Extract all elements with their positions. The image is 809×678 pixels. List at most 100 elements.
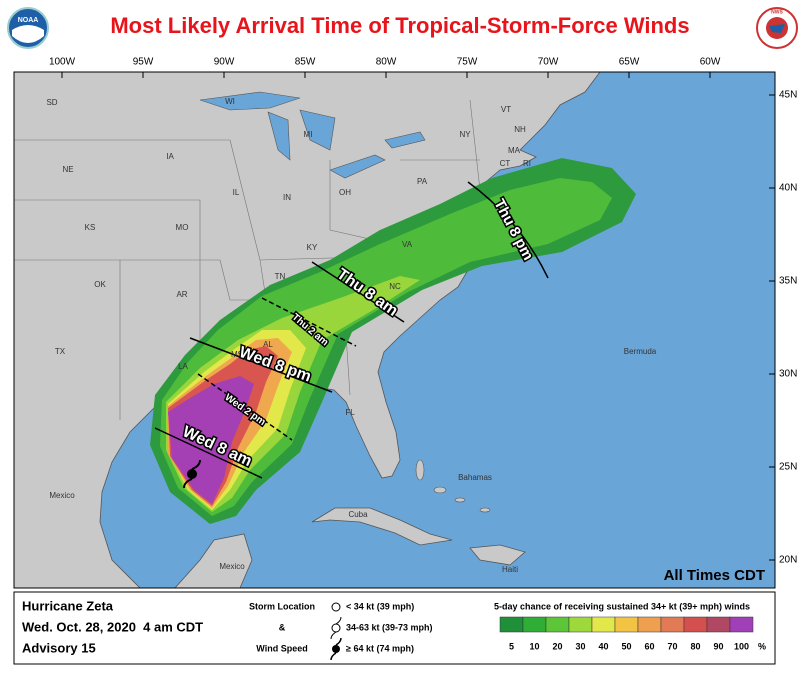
place-label: AL [263, 340, 273, 349]
color-swatch [706, 616, 731, 633]
latitude-label: 20N [779, 555, 797, 566]
place-label: KY [307, 243, 318, 252]
storm-name: Hurricane Zeta [22, 598, 114, 613]
latitude-label: 45N [779, 90, 797, 101]
scale-label: 100 [734, 641, 749, 651]
symbol-ts [330, 616, 342, 640]
place-label: MO [176, 223, 189, 232]
scale-label: 5 [509, 641, 514, 651]
scale-label: 30 [575, 641, 585, 651]
place-label: IL [233, 188, 240, 197]
noaa-text: NOAA [18, 17, 39, 24]
title: Most Likely Arrival Time of Tropical-Sto… [110, 13, 689, 38]
place-label: NH [514, 125, 526, 134]
symbol-label: < 34 kt (39 mph) [346, 601, 414, 611]
longitude-label: 60W [700, 57, 721, 68]
scale-label: 40 [598, 641, 608, 651]
place-label: Cuba [348, 510, 368, 519]
place-label: KS [85, 223, 96, 232]
color-swatch [499, 616, 524, 633]
longitude-label: 100W [49, 57, 76, 68]
state-borders [14, 99, 481, 420]
color-swatch [683, 616, 708, 633]
great-lakes [199, 91, 426, 179]
color-swatch [522, 616, 547, 633]
place-label: AR [176, 290, 187, 299]
place-label: MS [231, 350, 243, 359]
nws-text: NWS [771, 9, 783, 15]
place-label: NY [459, 130, 471, 139]
yucatan [174, 533, 253, 588]
place-label: OH [339, 188, 351, 197]
hispaniola [469, 544, 526, 566]
longitude-label: 65W [619, 57, 640, 68]
place-label: VT [501, 105, 511, 114]
place-label: Bermuda [624, 347, 657, 356]
place-label: MI [304, 130, 313, 139]
longitude-label: 95W [133, 57, 154, 68]
longitude-label: 80W [376, 57, 397, 68]
latitude-label: 35N [779, 276, 797, 287]
longitude-label: 85W [295, 57, 316, 68]
probability-title: 5-day chance of receiving sustained 34+ … [494, 601, 750, 611]
color-swatch [545, 616, 570, 633]
latitude-label: 30N [779, 369, 797, 380]
symbol-hurricane [330, 637, 342, 661]
scale-label: 60 [644, 641, 654, 651]
times-note: All Times CDT [664, 567, 765, 584]
longitude-label: 90W [214, 57, 235, 68]
place-label: TX [55, 347, 66, 356]
place-label: SD [46, 98, 57, 107]
key-title: Wind Speed [256, 643, 307, 653]
place-label: NC [389, 282, 401, 291]
place-label: WI [225, 97, 235, 106]
place-label: VA [402, 240, 413, 249]
latitude-label: 40N [779, 183, 797, 194]
scale-label: 50 [621, 641, 631, 651]
color-swatch [614, 616, 639, 633]
key-title: Storm Location [249, 601, 315, 611]
place-label: Mexico [49, 491, 75, 500]
place-label: IN [283, 193, 291, 202]
place-label: RI [523, 159, 531, 168]
symbol-label: ≥ 64 kt (74 mph) [346, 643, 414, 653]
longitude-label: 75W [457, 57, 478, 68]
bahamas [415, 459, 491, 513]
place-label: MA [508, 146, 521, 155]
advisory-time: Wed. Oct. 28, 2020 4 am CDT [22, 619, 203, 634]
scale-label: 70 [667, 641, 677, 651]
place-label: LA [178, 362, 188, 371]
advisory-number: Advisory 15 [22, 640, 96, 655]
color-swatch [660, 616, 685, 633]
key-title: & [279, 622, 286, 632]
scale-label: 80 [690, 641, 700, 651]
color-swatch [568, 616, 593, 633]
symbol-weak [331, 602, 341, 612]
scale-label: 90 [713, 641, 723, 651]
symbol-label: 34-63 kt (39-73 mph) [346, 622, 433, 632]
place-label: Bahamas [458, 473, 492, 482]
place-label: NE [62, 165, 73, 174]
map [14, 72, 775, 588]
place-label: IA [166, 152, 174, 161]
map-frame [13, 71, 776, 589]
scale-label: 20 [552, 641, 562, 651]
place-label: OK [94, 280, 106, 289]
probability-unit: % [758, 641, 766, 651]
place-label: Haiti [502, 565, 518, 574]
cuba [311, 507, 453, 546]
color-swatch [591, 616, 616, 633]
longitude-label: 70W [538, 57, 559, 68]
place-label: FL [345, 408, 355, 417]
place-label: TN [275, 272, 286, 281]
place-label: PA [417, 177, 428, 186]
noaa-logo: NOAA [7, 7, 49, 49]
place-label: Mexico [219, 562, 245, 571]
scale-label: 10 [529, 641, 539, 651]
latitude-label: 25N [779, 462, 797, 473]
color-swatch [729, 616, 754, 633]
nws-logo: NWS [756, 7, 798, 49]
place-label: CT [500, 159, 511, 168]
